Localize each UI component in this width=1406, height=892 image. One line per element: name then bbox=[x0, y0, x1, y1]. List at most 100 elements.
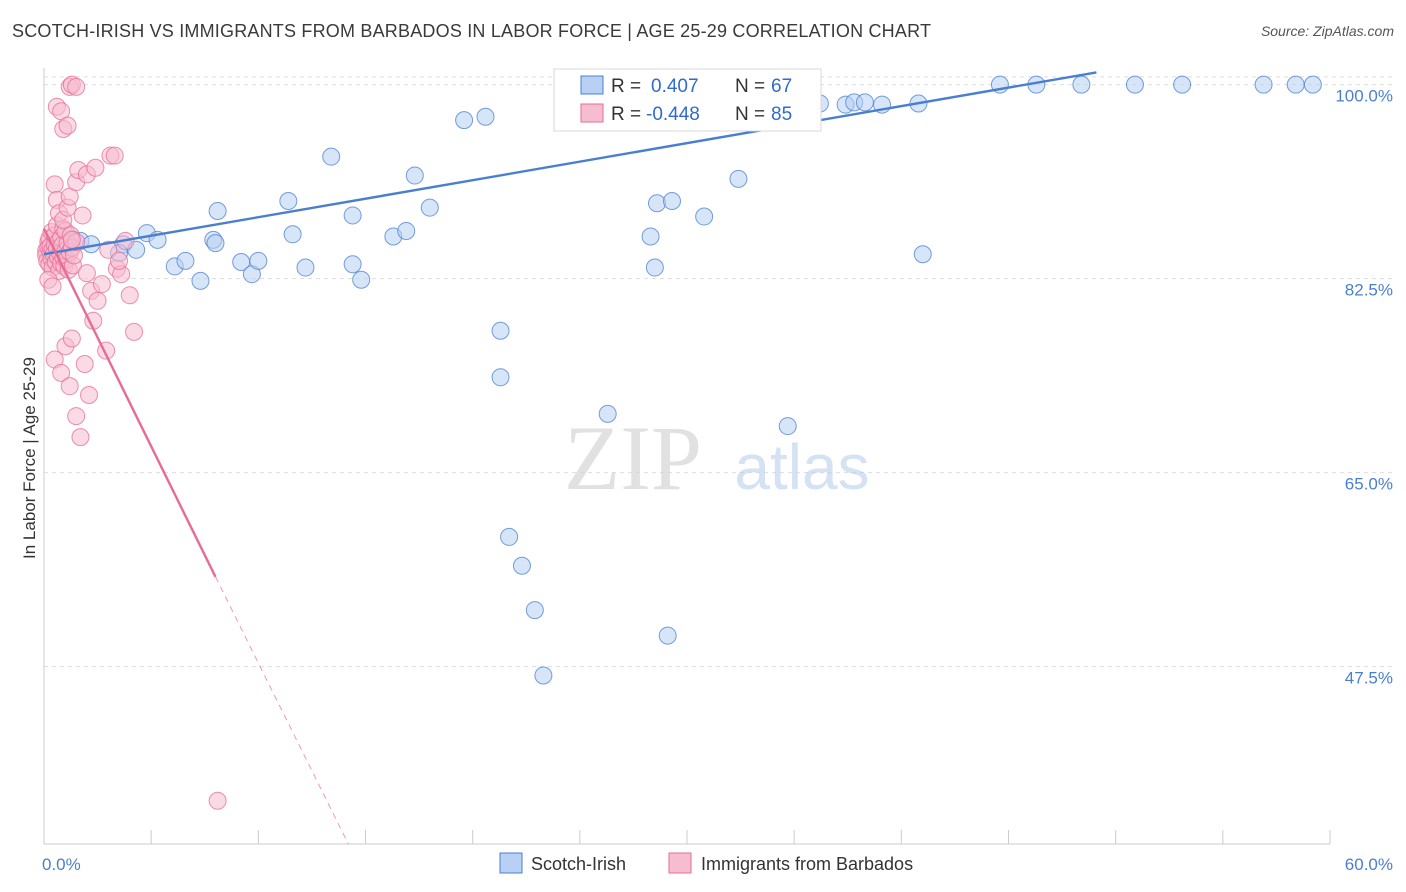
barbados-point-84 bbox=[125, 322, 144, 341]
scotch-irish-point-19 bbox=[283, 225, 302, 244]
scotch-irish-point-36 bbox=[534, 666, 553, 685]
barbados-point-61 bbox=[75, 354, 94, 373]
scotch-irish-point-38 bbox=[658, 626, 677, 645]
y-tick-label-1: 82.5% bbox=[1345, 281, 1393, 300]
scotch-irish-point-32 bbox=[491, 368, 510, 387]
barbados-point-62 bbox=[80, 386, 99, 405]
scotch-irish-point-31 bbox=[491, 321, 510, 340]
barbados-point-48 bbox=[62, 230, 81, 249]
barbados-point-51 bbox=[73, 206, 92, 225]
y-tick-label-2: 65.0% bbox=[1345, 475, 1393, 494]
watermark-zip: ZIP bbox=[564, 407, 702, 509]
barbados-point-58 bbox=[62, 329, 81, 348]
barbados-point-79 bbox=[86, 158, 105, 177]
scotch-irish-point-41 bbox=[641, 227, 660, 246]
scotch-irish-point-55 bbox=[855, 93, 874, 112]
scotch-irish-point-27 bbox=[405, 166, 424, 185]
barbados-trend-line bbox=[42, 228, 217, 578]
scotch-irish-point-28 bbox=[420, 198, 439, 217]
barbados-point-83 bbox=[120, 286, 139, 305]
barbados-point-81 bbox=[110, 251, 129, 270]
scotch-irish-point-17 bbox=[249, 251, 268, 270]
scotch-irish-point-43 bbox=[662, 192, 681, 211]
legend-swatch-barbados[interactable] bbox=[668, 852, 692, 874]
y-tick-labels: 100.0% 82.5% 65.0% 47.5% bbox=[1335, 87, 1393, 688]
stats-legend: R = 0.407 N = 67 R = -0.448 N = 85 bbox=[553, 68, 822, 132]
legend-label-scotch-irish[interactable]: Scotch-Irish bbox=[531, 854, 626, 874]
x-tick-label-1: 60.0% bbox=[1345, 855, 1393, 874]
y-tick-label-0: 100.0% bbox=[1335, 87, 1393, 106]
scotch-irish-point-45 bbox=[695, 207, 714, 226]
scotch-irish-point-58 bbox=[913, 245, 932, 264]
scotch-irish-point-21 bbox=[322, 147, 341, 166]
barbados-point-64 bbox=[88, 291, 107, 310]
scotch-irish-point-23 bbox=[343, 255, 362, 274]
scotch-irish-point-66 bbox=[1303, 75, 1322, 94]
stats-swatch-pink bbox=[580, 103, 604, 123]
barbados-point-42 bbox=[45, 175, 64, 194]
legend-label-barbados[interactable]: Immigrants from Barbados bbox=[701, 854, 913, 874]
stats-n-value-pink: 85 bbox=[771, 104, 792, 125]
barbados-point-41 bbox=[43, 277, 62, 296]
x-tick-label-0: 0.0% bbox=[42, 855, 81, 874]
bottom-legend: Scotch-Irish Immigrants from Barbados bbox=[499, 852, 913, 874]
scotch-irish-point-29 bbox=[455, 111, 474, 130]
barbados-point-59 bbox=[67, 407, 86, 426]
scotch-irish-point-37 bbox=[598, 404, 617, 423]
y-tick-label-3: 47.5% bbox=[1345, 669, 1393, 688]
watermark: ZIP atlas bbox=[564, 407, 870, 509]
scotch-irish-point-62 bbox=[1125, 75, 1144, 94]
scotch-irish-point-24 bbox=[352, 270, 371, 289]
scotch-irish-trend-line bbox=[43, 71, 1097, 256]
stats-r-label-blue: R = bbox=[611, 76, 641, 97]
scotch-irish-point-33 bbox=[500, 527, 519, 546]
stats-n-label-pink: N = bbox=[735, 104, 765, 125]
barbados-point-60 bbox=[71, 428, 90, 447]
scotch-irish-point-64 bbox=[1254, 75, 1273, 94]
stats-r-label-pink: R = bbox=[611, 104, 641, 125]
scotch-irish-point-22 bbox=[343, 206, 362, 225]
scotch-irish-point-10 bbox=[176, 251, 195, 270]
scotch-irish-point-13 bbox=[206, 234, 225, 253]
scotch-irish-point-48 bbox=[729, 169, 748, 188]
x-ticks bbox=[43, 830, 1331, 844]
scotch-irish-point-39 bbox=[778, 417, 797, 436]
scotch-irish-point-11 bbox=[191, 271, 210, 290]
scotch-irish-point-26 bbox=[397, 221, 416, 240]
stats-r-value-blue: 0.407 bbox=[651, 76, 699, 97]
barbados-point-55 bbox=[52, 363, 71, 382]
scotch-irish-point-35 bbox=[525, 601, 544, 620]
barbados-trend-extension bbox=[215, 576, 349, 845]
barbados-point-77 bbox=[67, 77, 86, 96]
barbados-point-80 bbox=[99, 240, 118, 259]
legend-swatch-scotch-irish[interactable] bbox=[499, 852, 523, 874]
scotch-irish-point-14 bbox=[208, 202, 227, 221]
watermark-atlas: atlas bbox=[734, 431, 869, 503]
barbados-point-52 bbox=[77, 264, 96, 283]
barbados-point-85 bbox=[208, 791, 227, 810]
scotch-irish-point-65 bbox=[1286, 75, 1305, 94]
barbados-points bbox=[37, 75, 227, 810]
barbados-point-68 bbox=[105, 146, 124, 165]
stats-swatch-blue bbox=[580, 75, 604, 95]
barbados-point-57 bbox=[60, 377, 79, 396]
barbados-point-65 bbox=[92, 275, 111, 294]
scotch-irish-point-61 bbox=[1072, 75, 1091, 94]
barbados-point-74 bbox=[58, 116, 77, 135]
scotch-irish-point-20 bbox=[296, 258, 315, 277]
scotch-irish-point-63 bbox=[1173, 75, 1192, 94]
source-label: Source: ZipAtlas.com bbox=[1260, 23, 1394, 39]
scotch-irish-point-40 bbox=[645, 258, 664, 277]
scotch-irish-point-18 bbox=[279, 192, 298, 211]
stats-n-label-blue: N = bbox=[735, 76, 765, 97]
gridlines bbox=[44, 76, 1394, 668]
scotch-irish-points bbox=[54, 75, 1322, 685]
scotch-irish-point-42 bbox=[647, 194, 666, 213]
stats-r-value-pink: -0.448 bbox=[646, 104, 700, 125]
scotch-irish-point-30 bbox=[476, 107, 495, 126]
trend-lines bbox=[42, 71, 1097, 845]
chart-title: SCOTCH-IRISH VS IMMIGRANTS FROM BARBADOS… bbox=[12, 21, 932, 41]
x-tick-labels: 0.0% 60.0% bbox=[42, 855, 1393, 874]
scotch-irish-point-34 bbox=[512, 556, 531, 575]
